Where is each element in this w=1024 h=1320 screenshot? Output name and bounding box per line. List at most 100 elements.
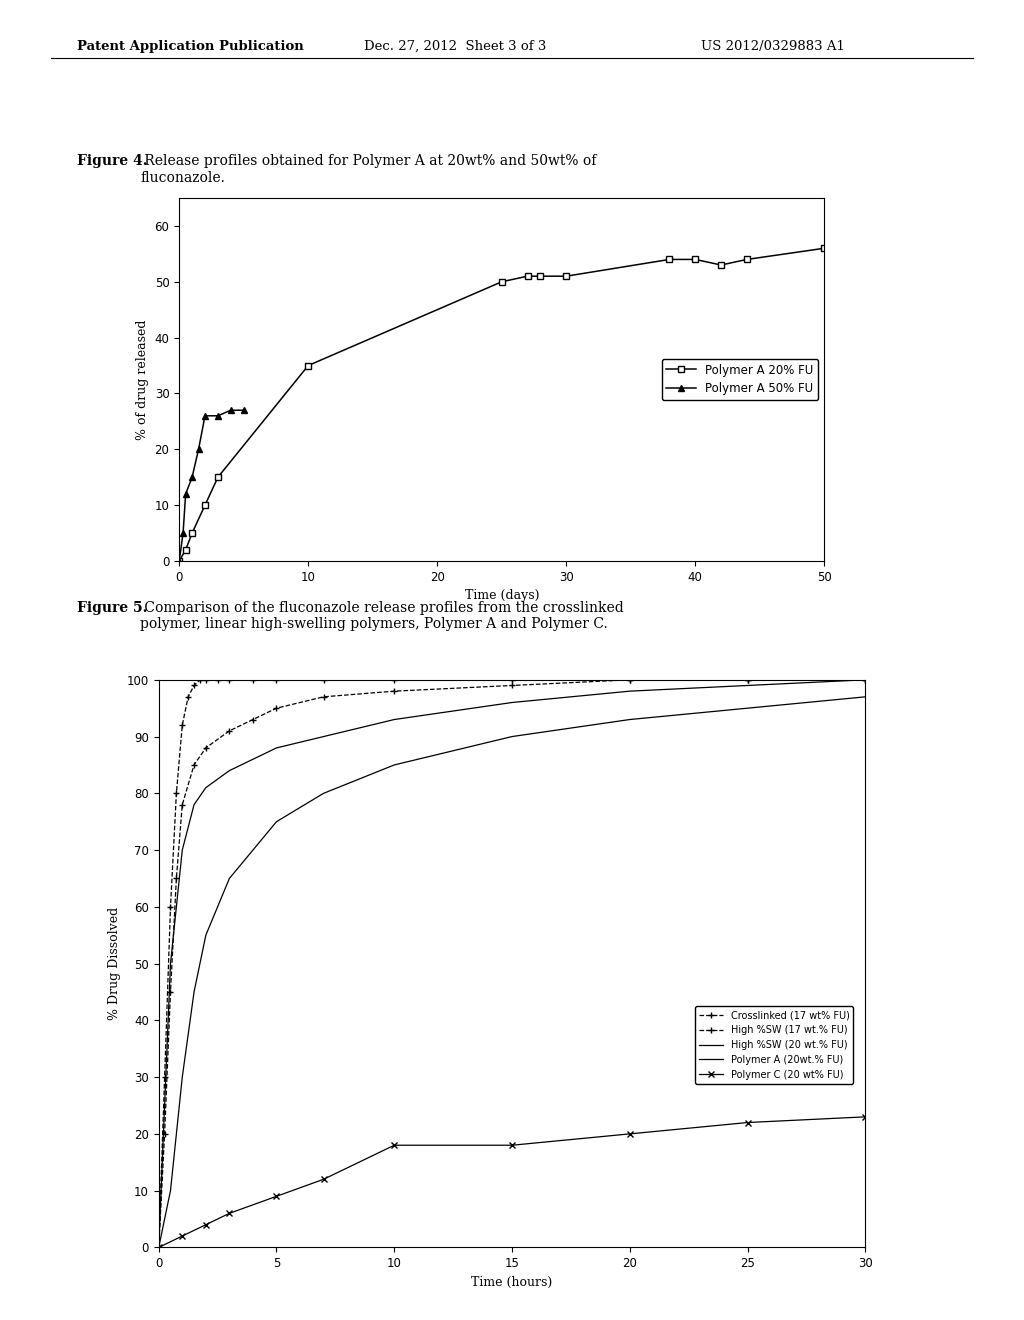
Polymer A 50% FU (193, 441, 205, 457)
Polymer A (20wt.% FU) (435, 746, 447, 762)
Legend: Polymer A 20% FU, Polymer A 50% FU: Polymer A 20% FU, Polymer A 50% FU (662, 359, 818, 400)
High %SW (20 wt.% FU) (741, 677, 754, 693)
Polymer A 20% FU (535, 268, 547, 284)
High %SW (20 wt.% FU) (176, 842, 188, 858)
Polymer A (20wt.% FU) (200, 927, 212, 942)
Polymer A 20% FU (740, 252, 753, 268)
Polymer C (20 wt% FU) (153, 1239, 165, 1255)
Polymer A 20% FU (199, 498, 211, 513)
Legend: Crosslinked (17 wt% FU), High %SW (17 wt.% FU), High %SW (20 wt.% FU), Polymer A: Crosslinked (17 wt% FU), High %SW (17 wt… (694, 1006, 853, 1084)
Polymer A (20wt.% FU) (741, 700, 754, 715)
Text: Dec. 27, 2012  Sheet 3 of 3: Dec. 27, 2012 Sheet 3 of 3 (364, 40, 546, 53)
Crosslinked (17 wt% FU) (176, 717, 188, 733)
High %SW (17 wt.% FU) (223, 723, 236, 739)
Polymer C (20 wt% FU) (176, 1228, 188, 1243)
High %SW (20 wt.% FU) (164, 956, 177, 972)
Crosslinked (17 wt% FU) (211, 672, 223, 688)
Polymer A (20wt.% FU) (624, 711, 636, 727)
Crosslinked (17 wt% FU) (223, 672, 236, 688)
Crosslinked (17 wt% FU) (182, 689, 195, 705)
High %SW (20 wt.% FU) (223, 763, 236, 779)
Polymer A 20% FU (186, 525, 199, 541)
Crosslinked (17 wt% FU) (200, 672, 212, 688)
High %SW (20 wt.% FU) (317, 729, 330, 744)
Polymer A (20wt.% FU) (388, 758, 400, 774)
High %SW (17 wt.% FU) (741, 672, 754, 688)
High %SW (17 wt.% FU) (270, 700, 283, 715)
Polymer A 20% FU (664, 252, 676, 268)
High %SW (20 wt.% FU) (859, 672, 871, 688)
Polymer C (20 wt% FU) (200, 1217, 212, 1233)
Polymer A 20% FU (560, 268, 572, 284)
High %SW (20 wt.% FU) (624, 684, 636, 700)
High %SW (17 wt.% FU) (159, 1126, 171, 1142)
Polymer A 50% FU (179, 486, 191, 502)
Polymer A 20% FU (715, 257, 727, 273)
Polymer A (20wt.% FU) (506, 729, 518, 744)
Polymer A 20% FU (689, 252, 701, 268)
Polymer A 50% FU (212, 408, 224, 424)
Y-axis label: % Drug Dissolved: % Drug Dissolved (109, 907, 121, 1020)
Polymer C (20 wt% FU) (859, 1109, 871, 1125)
Polymer A 50% FU (238, 403, 250, 418)
Polymer A (20wt.% FU) (153, 1239, 165, 1255)
Line: Crosslinked (17 wt% FU): Crosslinked (17 wt% FU) (156, 677, 868, 1250)
High %SW (17 wt.% FU) (317, 689, 330, 705)
Polymer C (20 wt% FU) (317, 1171, 330, 1187)
Polymer C (20 wt% FU) (270, 1188, 283, 1204)
High %SW (17 wt.% FU) (859, 672, 871, 688)
Text: Patent Application Publication: Patent Application Publication (77, 40, 303, 53)
High %SW (17 wt.% FU) (170, 871, 182, 887)
Crosslinked (17 wt% FU) (164, 899, 177, 915)
Crosslinked (17 wt% FU) (159, 1069, 171, 1085)
Polymer C (20 wt% FU) (741, 1114, 754, 1130)
High %SW (17 wt.% FU) (164, 985, 177, 1001)
Line: High %SW (17 wt.% FU): High %SW (17 wt.% FU) (156, 677, 868, 1250)
High %SW (17 wt.% FU) (624, 672, 636, 688)
Crosslinked (17 wt% FU) (194, 672, 206, 688)
Polymer A 50% FU (224, 403, 237, 418)
Line: Polymer A (20wt.% FU): Polymer A (20wt.% FU) (159, 697, 865, 1247)
High %SW (17 wt.% FU) (388, 684, 400, 700)
Polymer A (20wt.% FU) (317, 785, 330, 801)
Line: Polymer A 20% FU: Polymer A 20% FU (176, 246, 827, 564)
Polymer A (20wt.% FU) (270, 813, 283, 830)
Polymer A 50% FU (173, 553, 185, 569)
Crosslinked (17 wt% FU) (388, 672, 400, 688)
Crosslinked (17 wt% FU) (247, 672, 259, 688)
Crosslinked (17 wt% FU) (188, 677, 201, 693)
Polymer A 20% FU (212, 470, 224, 486)
Polymer A 20% FU (496, 273, 508, 289)
High %SW (17 wt.% FU) (247, 711, 259, 727)
Crosslinked (17 wt% FU) (741, 672, 754, 688)
Polymer A 50% FU (177, 525, 189, 541)
Text: Figure 5.: Figure 5. (77, 601, 147, 615)
High %SW (20 wt.% FU) (188, 797, 201, 813)
Polymer A 20% FU (179, 543, 191, 558)
Text: Figure 4.: Figure 4. (77, 154, 147, 169)
Polymer A 50% FU (199, 408, 211, 424)
Polymer A 20% FU (302, 358, 314, 374)
X-axis label: Time (hours): Time (hours) (471, 1275, 553, 1288)
Crosslinked (17 wt% FU) (624, 672, 636, 688)
High %SW (20 wt.% FU) (153, 1239, 165, 1255)
High %SW (20 wt.% FU) (506, 694, 518, 710)
Polymer C (20 wt% FU) (223, 1205, 236, 1221)
Polymer A (20wt.% FU) (176, 1069, 188, 1085)
Polymer A (20wt.% FU) (188, 985, 201, 1001)
Polymer A 50% FU (186, 470, 199, 486)
Crosslinked (17 wt% FU) (317, 672, 330, 688)
Polymer C (20 wt% FU) (506, 1138, 518, 1154)
Crosslinked (17 wt% FU) (153, 1239, 165, 1255)
High %SW (20 wt.% FU) (388, 711, 400, 727)
High %SW (20 wt.% FU) (200, 780, 212, 796)
High %SW (17 wt.% FU) (176, 797, 188, 813)
Text: US 2012/0329883 A1: US 2012/0329883 A1 (701, 40, 846, 53)
Polymer A (20wt.% FU) (223, 871, 236, 887)
High %SW (17 wt.% FU) (200, 741, 212, 756)
Polymer A (20wt.% FU) (859, 689, 871, 705)
Polymer A (20wt.% FU) (164, 1183, 177, 1199)
Polymer A 20% FU (173, 553, 185, 569)
Crosslinked (17 wt% FU) (859, 672, 871, 688)
High %SW (17 wt.% FU) (153, 1239, 165, 1255)
